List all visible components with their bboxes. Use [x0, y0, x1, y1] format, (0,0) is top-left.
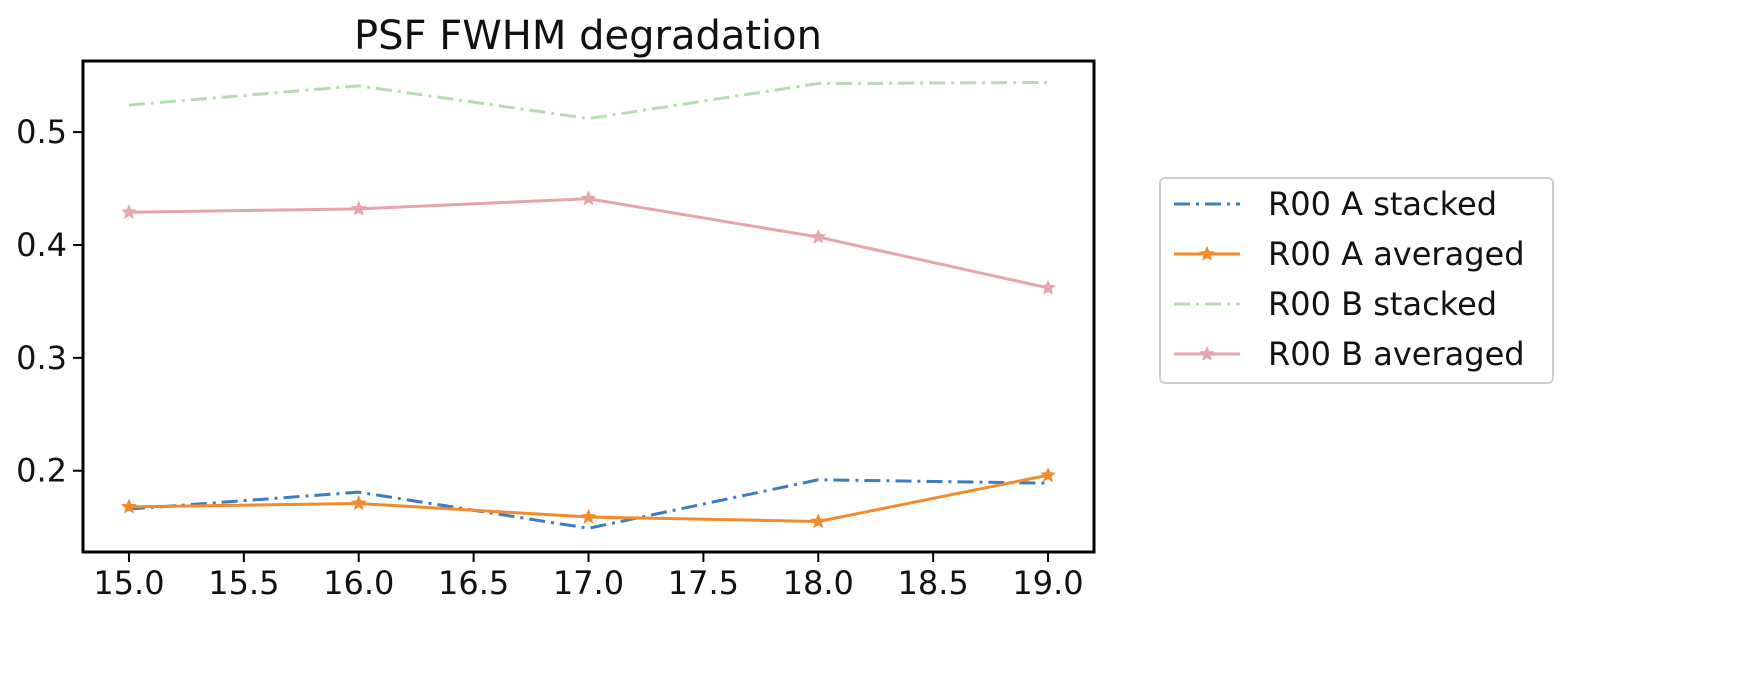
legend: R00 A stacked R00 A averaged R00 B stacked…	[1159, 177, 1554, 384]
chart-title: PSF FWHM degradation	[354, 13, 822, 59]
legend-label: R00 A stacked	[1268, 185, 1497, 223]
x-tick-label: 17.0	[553, 564, 624, 602]
data-point	[121, 498, 137, 514]
series-1	[121, 466, 1056, 529]
data-point	[1040, 279, 1056, 295]
y-tick-label: 0.4	[16, 226, 67, 264]
y-tick-label: 0.5	[16, 113, 67, 151]
x-axis: 15.0 15.5 16.0 16.5 17.0 17.5 18.0 18.5 19.0	[93, 552, 1084, 602]
data-point	[121, 203, 137, 219]
legend-marker	[1199, 345, 1215, 361]
x-tick-label: 15.5	[208, 564, 279, 602]
legend-item: R00 B averaged	[1174, 335, 1525, 373]
legend-item: R00 A stacked	[1174, 185, 1497, 223]
x-tick-label: 16.0	[323, 564, 394, 602]
data-point	[1040, 466, 1056, 482]
legend-label: R00 A averaged	[1268, 235, 1525, 273]
data-point	[350, 495, 367, 511]
legend-label: R00 B averaged	[1268, 335, 1525, 373]
legend-item: R00 A averaged	[1174, 235, 1525, 273]
data-point	[580, 190, 597, 206]
legend-label: R00 B stacked	[1268, 285, 1497, 323]
x-tick-label: 18.5	[898, 564, 969, 602]
legend-frame	[1159, 177, 1554, 384]
data-point	[580, 508, 597, 524]
series-3	[121, 190, 1056, 295]
x-tick-label: 18.0	[783, 564, 854, 602]
y-axis: 0.2 0.3 0.4 0.5	[16, 113, 83, 490]
legend-item: R00 B stacked	[1174, 285, 1497, 323]
plot-background	[83, 61, 1094, 552]
x-tick-label: 16.5	[438, 564, 509, 602]
y-tick-label: 0.3	[16, 339, 67, 377]
x-tick-label: 17.5	[668, 564, 739, 602]
legend-items: R00 A stacked R00 A averaged R00 B stacked…	[1174, 185, 1525, 373]
legend-marker	[1199, 245, 1215, 261]
data-point	[810, 513, 827, 529]
x-tick-label: 15.0	[93, 564, 164, 602]
data-point	[350, 200, 367, 216]
x-tick-label: 19.0	[1012, 564, 1083, 602]
series-layer	[121, 80, 1056, 530]
data-point	[810, 228, 827, 244]
y-tick-label: 0.2	[16, 452, 67, 490]
